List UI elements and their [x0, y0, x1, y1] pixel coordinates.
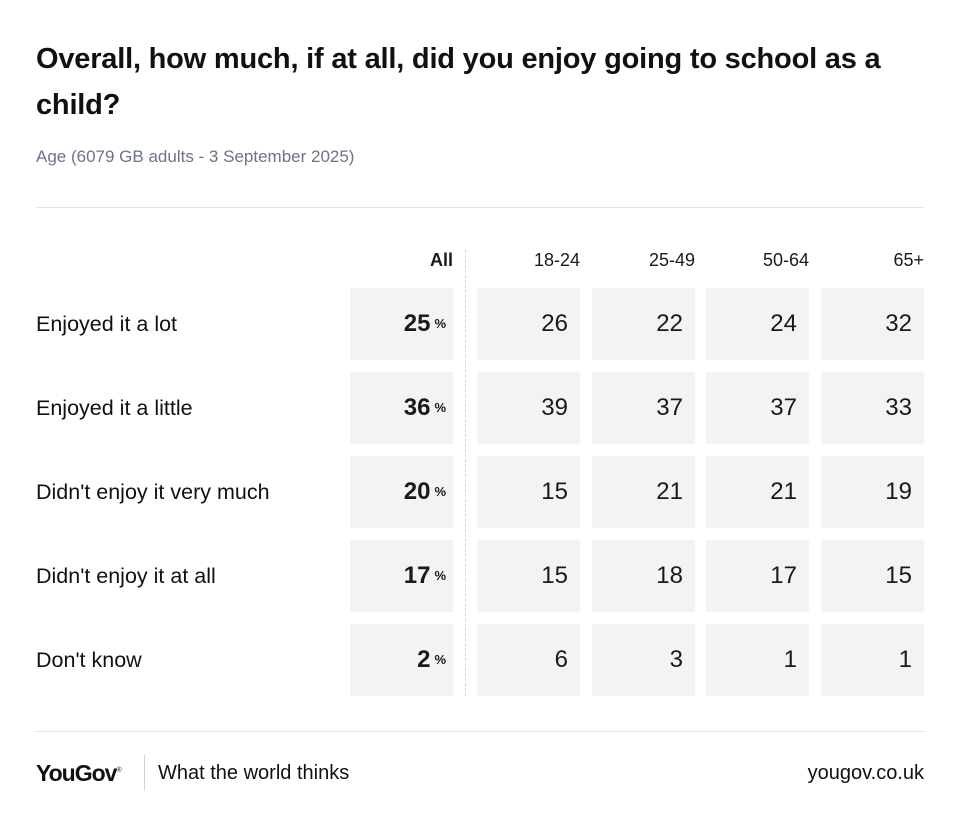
yougov-logo: YouGov® [36, 760, 122, 786]
header-divider [36, 207, 924, 208]
value-number: 1 [898, 646, 912, 673]
value-cell: 21 [706, 456, 809, 528]
value-cell: 6 [477, 624, 580, 696]
value-number: 21 [770, 478, 797, 505]
value-cell: 15 [821, 540, 924, 612]
value-cell-all: 20% [350, 456, 453, 528]
value-cell: 15 [477, 540, 580, 612]
percent-sign: % [434, 567, 446, 583]
value-cell-all: 17% [350, 540, 453, 612]
value-number: 21 [656, 478, 683, 505]
value-cell: 22 [592, 288, 695, 360]
row-label: Didn't enjoy it very much [36, 480, 270, 504]
value-number: 37 [770, 394, 797, 421]
row-label: Enjoyed it a lot [36, 312, 178, 336]
value-number: 32 [885, 310, 912, 337]
value-number: 33 [885, 394, 912, 421]
value-cell: 39 [477, 372, 580, 444]
value-number: 3 [669, 646, 683, 673]
column-header-25-49: 25-49 [648, 250, 695, 270]
value-cell: 1 [706, 624, 809, 696]
value-number: 20 [403, 478, 431, 505]
value-number: 17 [403, 562, 431, 589]
all-column-divider [465, 250, 466, 696]
column-header-all: All [429, 250, 453, 270]
value-number: 22 [656, 310, 683, 337]
chart-title: Overall, how much, if at all, did you en… [36, 43, 881, 121]
column-header-50-64: 50-64 [762, 250, 809, 270]
value-number: 15 [885, 562, 912, 589]
value-number: 15 [541, 478, 568, 505]
value-number: 39 [541, 394, 568, 421]
value-number: 18 [656, 562, 683, 589]
value-cell-all: 36% [350, 372, 453, 444]
value-cell: 37 [592, 372, 695, 444]
percent-sign: % [434, 651, 446, 667]
value-cell: 24 [706, 288, 809, 360]
value-number: 17 [770, 562, 797, 589]
percent-sign: % [434, 483, 446, 499]
value-number: 19 [885, 478, 912, 505]
value-cell: 32 [821, 288, 924, 360]
value-cell: 17 [706, 540, 809, 612]
value-cell-all: 25% [350, 288, 453, 360]
footer-divider [36, 731, 924, 732]
row-label: Didn't enjoy it at all [36, 564, 216, 588]
value-number: 24 [770, 310, 797, 337]
footer-tagline: What the world thinks [158, 762, 350, 784]
value-cell: 26 [477, 288, 580, 360]
value-cell: 33 [821, 372, 924, 444]
column-header-18-24: 18-24 [533, 250, 580, 270]
value-number: 6 [554, 646, 568, 673]
row-label: Enjoyed it a little [36, 396, 193, 420]
row-label: Don't know [36, 648, 142, 672]
value-cell-all: 2% [350, 624, 453, 696]
value-number: 37 [656, 394, 683, 421]
percent-sign: % [434, 399, 446, 415]
column-header-65plus: 65+ [893, 250, 924, 270]
value-number: 36 [403, 394, 431, 421]
percent-sign: % [434, 315, 446, 331]
value-cell: 37 [706, 372, 809, 444]
value-number: 1 [783, 646, 797, 673]
footer-separator [144, 755, 145, 791]
footer-url[interactable]: yougov.co.uk [807, 762, 924, 784]
value-number: 15 [541, 562, 568, 589]
value-cell: 1 [821, 624, 924, 696]
value-cell: 3 [592, 624, 695, 696]
value-number: 2 [417, 646, 431, 673]
value-number: 26 [541, 310, 568, 337]
value-number: 25 [403, 310, 431, 337]
value-cell: 18 [592, 540, 695, 612]
value-cell: 21 [592, 456, 695, 528]
value-cell: 19 [821, 456, 924, 528]
value-cell: 15 [477, 456, 580, 528]
chart-subtitle: Age (6079 GB adults - 3 September 2025) [36, 147, 355, 166]
